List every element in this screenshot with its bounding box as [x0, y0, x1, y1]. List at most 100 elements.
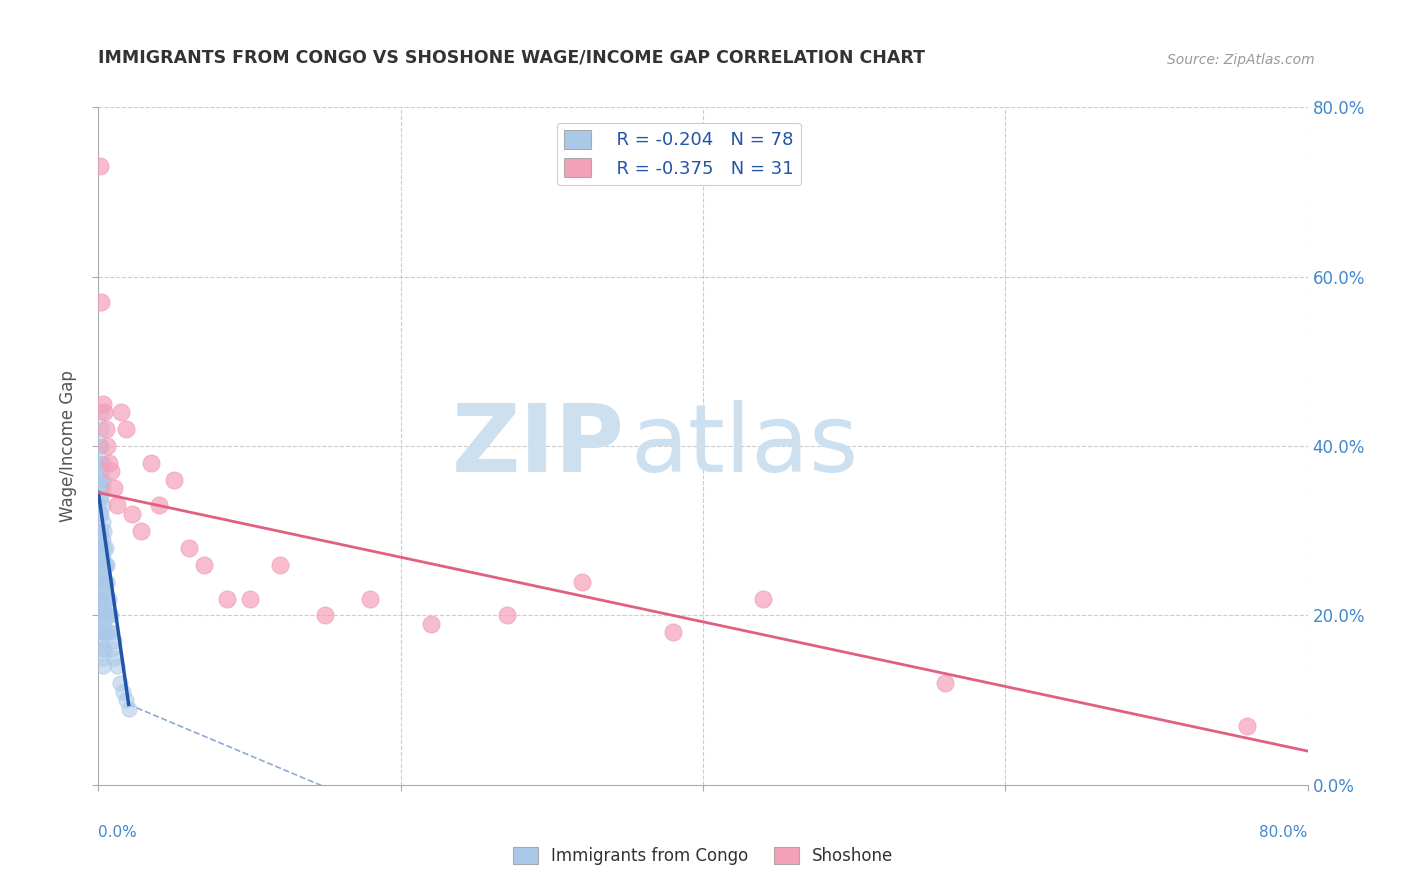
Point — [94, 625, 117, 640]
Point — [91, 625, 114, 640]
Point — [98, 591, 121, 606]
Point — [90, 608, 112, 623]
Point — [91, 473, 114, 487]
Point — [91, 532, 114, 546]
Point — [89, 524, 111, 538]
Point — [96, 558, 118, 572]
Point — [94, 541, 117, 555]
Point — [96, 608, 118, 623]
Point — [91, 617, 114, 632]
Point — [91, 515, 114, 529]
Point — [90, 591, 112, 606]
Point — [100, 464, 122, 478]
Point — [89, 490, 111, 504]
Point — [121, 507, 143, 521]
Point — [98, 456, 121, 470]
Point — [360, 591, 382, 606]
Point — [314, 608, 336, 623]
Point — [89, 482, 111, 496]
Point — [163, 473, 186, 487]
Point — [752, 591, 775, 606]
Point — [93, 625, 115, 640]
Point — [103, 482, 125, 496]
Point — [90, 294, 112, 309]
Point — [93, 405, 115, 419]
Point — [93, 574, 115, 589]
Point — [90, 566, 112, 580]
Point — [215, 591, 238, 606]
Point — [96, 439, 118, 453]
Point — [94, 422, 117, 436]
Point — [148, 498, 170, 512]
Point — [94, 574, 117, 589]
Point — [93, 608, 115, 623]
Point — [93, 541, 115, 555]
Text: IMMIGRANTS FROM CONGO VS SHOSHONE WAGE/INCOME GAP CORRELATION CHART: IMMIGRANTS FROM CONGO VS SHOSHONE WAGE/I… — [98, 49, 925, 67]
Point — [91, 651, 114, 665]
Point — [93, 591, 115, 606]
Point — [93, 642, 115, 657]
Point — [96, 574, 118, 589]
Text: 80.0%: 80.0% — [1260, 825, 1308, 840]
Point — [114, 422, 136, 436]
Point — [90, 464, 112, 478]
Point — [90, 583, 112, 598]
Point — [90, 405, 112, 419]
Point — [90, 541, 112, 555]
Point — [129, 524, 152, 538]
Point — [89, 456, 111, 470]
Point — [89, 473, 111, 487]
Point — [1236, 719, 1258, 733]
Point — [91, 549, 114, 564]
Point — [269, 558, 291, 572]
Point — [114, 693, 136, 707]
Point — [193, 558, 215, 572]
Point — [91, 599, 114, 614]
Point — [94, 591, 117, 606]
Point — [90, 532, 112, 546]
Text: atlas: atlas — [630, 400, 859, 492]
Point — [93, 558, 115, 572]
Point — [662, 625, 685, 640]
Point — [89, 574, 111, 589]
Point — [93, 524, 115, 538]
Point — [91, 642, 114, 657]
Point — [96, 591, 118, 606]
Point — [141, 456, 163, 470]
Text: 0.0%: 0.0% — [98, 825, 138, 840]
Point — [100, 608, 122, 623]
Point — [105, 498, 128, 512]
Point — [89, 439, 111, 453]
Point — [90, 617, 112, 632]
Point — [420, 617, 443, 632]
Point — [239, 591, 262, 606]
Point — [90, 473, 112, 487]
Point — [98, 608, 121, 623]
Text: ZIP: ZIP — [451, 400, 624, 492]
Point — [90, 422, 112, 436]
Point — [495, 608, 517, 623]
Point — [118, 701, 141, 715]
Point — [179, 541, 201, 555]
Point — [94, 558, 117, 572]
Point — [101, 642, 124, 657]
Y-axis label: Wage/Income Gap: Wage/Income Gap — [59, 370, 77, 522]
Point — [91, 498, 114, 512]
Text: Source: ZipAtlas.com: Source: ZipAtlas.com — [1167, 53, 1315, 67]
Point — [103, 633, 125, 648]
Point — [571, 574, 593, 589]
Point — [90, 490, 112, 504]
Point — [108, 676, 131, 690]
Point — [103, 651, 125, 665]
Point — [94, 608, 117, 623]
Point — [90, 524, 112, 538]
Point — [105, 659, 128, 673]
Point — [98, 625, 121, 640]
Point — [90, 625, 112, 640]
Legend: Immigrants from Congo, Shoshone: Immigrants from Congo, Shoshone — [506, 840, 900, 871]
Point — [91, 482, 114, 496]
Point — [89, 591, 111, 606]
Point — [89, 558, 111, 572]
Point — [934, 676, 956, 690]
Point — [89, 159, 111, 173]
